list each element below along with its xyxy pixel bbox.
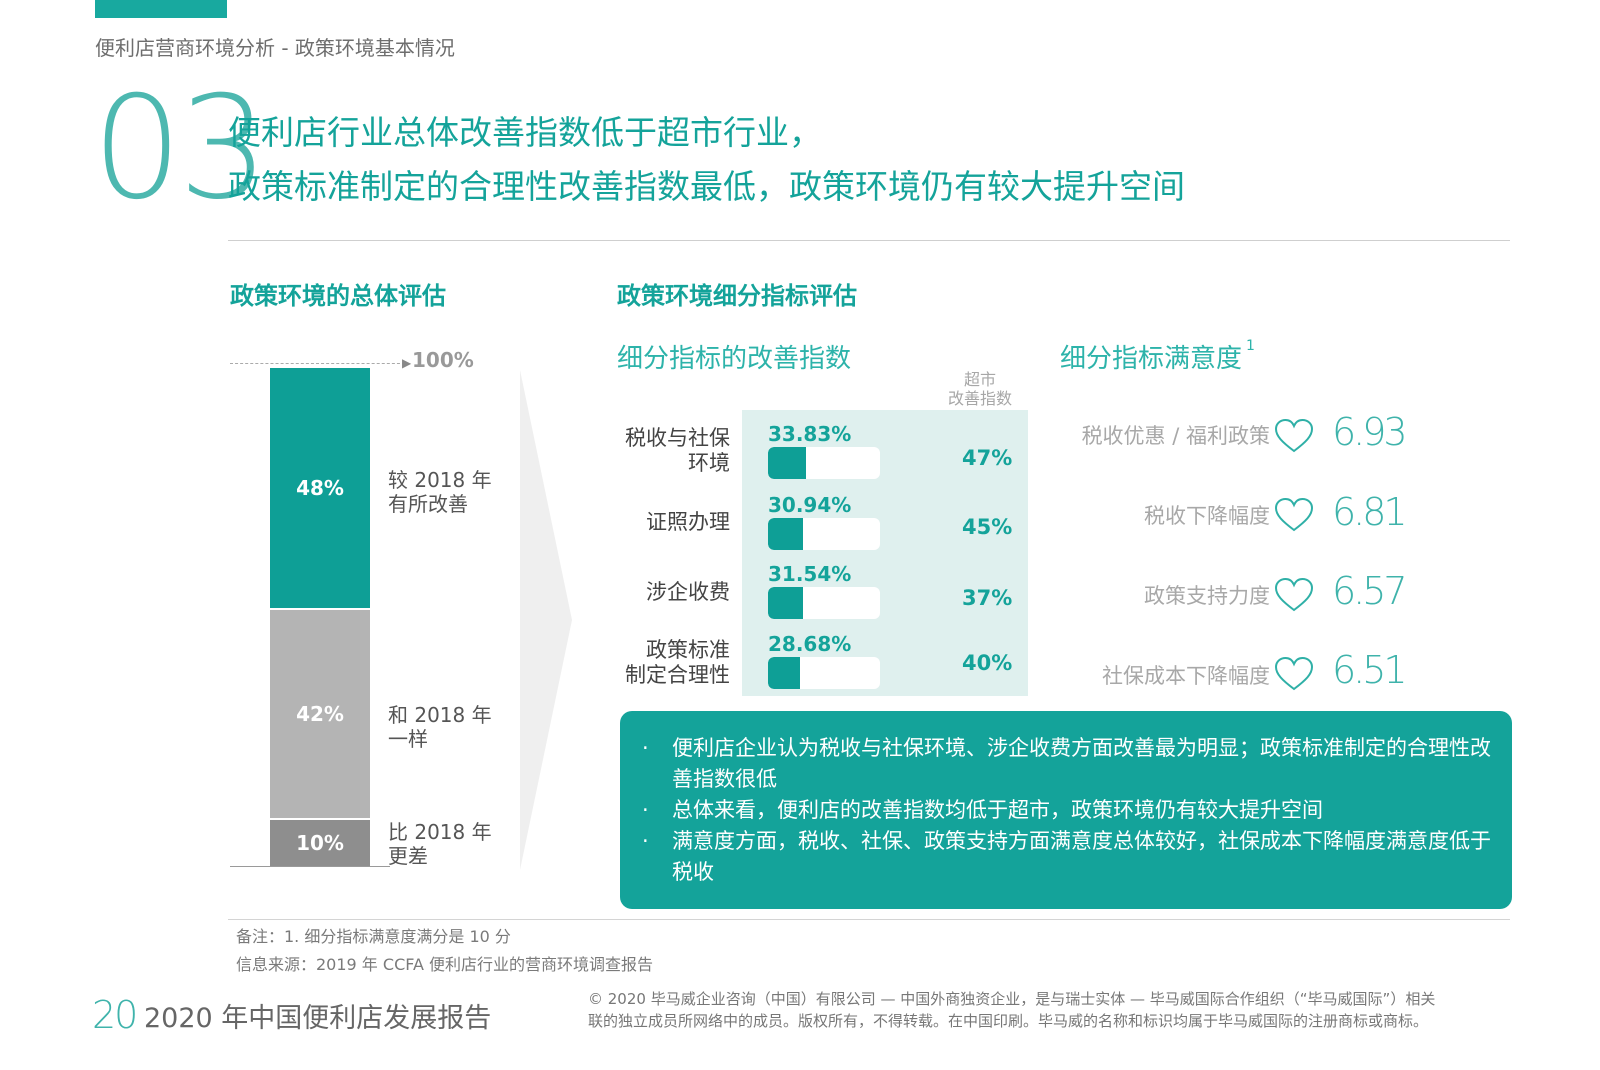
header-line: 超市 [964,370,997,389]
top-accent-bar [95,0,227,18]
header-line: 改善指数 [948,389,1013,408]
improvement-value-label: 28.68% [768,632,852,656]
satisfaction-score: 6.57 [1332,569,1408,613]
segment-label-same: 和 2018 年 一样 [388,703,492,751]
summary-box [620,711,1512,909]
segment-label-line: 有所改善 [388,492,468,516]
segment-value: 42% [296,702,344,726]
supermarket-index-header: 超市 改善指数 [948,370,1012,408]
supermarket-value: 37% [962,586,1013,610]
summary-text: 满意度方面，税收、社保、政策支持方面满意度总体较好，社保成本下降幅度满意度低于税… [672,829,1491,884]
summary-item: · 满意度方面，税收、社保、政策支持方面满意度总体较好，社保成本下降幅度满意度低于… [636,826,1498,888]
improvement-bar-fill [768,587,804,619]
arrow-right-icon: ▶ [402,356,412,370]
improvement-bar-fill [768,447,806,479]
indicator-label-fees: 涉企收费 [646,580,730,605]
improvement-bar-track [768,447,880,479]
summary-item: · 总体来看，便利店的改善指数均低于超市，政策环境仍有较大提升空间 [636,795,1498,826]
improvement-index-subtitle: 细分指标的改善指数 [617,344,852,374]
bar-baseline [230,866,390,867]
bar-segment-same: 42% [270,610,370,818]
improvement-value-label: 30.94% [768,493,852,517]
detail-assessment-title: 政策环境细分指标评估 [617,282,857,310]
copyright-line: © 2020 毕马威企业咨询（中国）有限公司 — 中国外商独资企业，是与瑞士实体… [588,990,1436,1008]
improvement-value-label: 31.54% [768,562,852,586]
improvement-value-label: 33.83% [768,422,852,446]
improvement-bar-track [768,657,880,689]
label-line: 政策标准 [646,638,730,662]
segment-label-improved: 较 2018 年 有所改善 [388,468,492,516]
label-line: 环境 [688,451,730,475]
supermarket-value: 45% [962,515,1013,539]
bar-segment-improved: 48% [270,368,370,608]
hundred-percent-guide-line [230,363,405,364]
satisfaction-label: 社保成本下降幅度 [1102,664,1270,688]
chevron-divider-icon [520,370,572,870]
overall-assessment-title: 政策环境的总体评估 [230,282,446,310]
improvement-bar-fill [768,518,803,550]
satisfaction-subtitle-text: 细分指标满意度 [1060,344,1243,374]
satisfaction-label: 税收下降幅度 [1144,504,1270,528]
supermarket-value: 47% [962,446,1013,470]
satisfaction-score: 6.51 [1332,648,1408,692]
label-line: 税收与社保 [625,426,730,450]
satisfaction-subtitle: 细分指标满意度 1 [1060,338,1255,375]
segment-label-line: 较 2018 年 [388,468,492,492]
heart-icon [1274,577,1314,612]
headline-line-1: 便利店行业总体改善指数低于超市行业， [228,113,822,152]
indicator-label-licensing: 证照办理 [646,510,730,535]
segment-label-line: 一样 [388,727,428,751]
breadcrumb: 便利店营商环境分析 - 政策环境基本情况 [95,36,455,60]
summary-text: 便利店企业认为税收与社保环境、涉企收费方面改善最为明显；政策标准制定的合理性改善… [672,736,1491,791]
supermarket-value: 40% [962,651,1013,675]
improvement-bar-fill [768,657,801,689]
bullet-icon: · [642,829,649,853]
label-line: 制定合理性 [625,663,730,687]
section-number: 03 [92,66,269,231]
heart-icon [1274,497,1314,532]
label-line: 涉企收费 [646,580,730,604]
segment-value: 10% [296,831,344,855]
summary-text: 总体来看，便利店的改善指数均低于超市，政策环境仍有较大提升空间 [672,798,1323,822]
improvement-bar-track [768,587,880,619]
heart-icon [1274,418,1314,453]
heart-icon [1274,656,1314,691]
source-note: 信息来源：2019 年 CCFA 便利店行业的营商环境调查报告 [236,955,654,974]
segment-value: 48% [296,476,344,500]
copyright-line: 联的独立成员所网络中的成员。版权所有，不得转载。在中国印刷。毕马威的名称和标识均… [588,1012,1429,1030]
bar-segment-worse: 10% [270,820,370,866]
indicator-label-policy-standards: 政策标准 制定合理性 [625,638,730,688]
satisfaction-label: 税收优惠 / 福利政策 [1081,424,1270,448]
page-number: 20 [92,993,138,1037]
improvement-bar-track [768,518,880,550]
satisfaction-score: 6.81 [1332,490,1408,534]
hundred-percent-label: 100% [412,348,474,372]
segment-label-worse: 比 2018 年 更差 [388,820,492,868]
bullet-icon: · [642,798,649,822]
satisfaction-score: 6.93 [1332,410,1408,454]
notes-divider [228,919,1510,920]
indicator-label-tax-social-security: 税收与社保 环境 [625,426,730,476]
segment-label-line: 更差 [388,844,428,868]
segment-label-line: 比 2018 年 [388,820,492,844]
header-divider [228,240,1510,241]
footnote: 备注：1. 细分指标满意度满分是 10 分 [236,927,511,946]
summary-list: · 便利店企业认为税收与社保环境、涉企收费方面改善最为明显；政策标准制定的合理性改… [636,733,1498,888]
bullet-icon: · [642,736,649,760]
footnote-mark: 1 [1246,338,1255,354]
label-line: 证照办理 [646,510,730,534]
satisfaction-label: 政策支持力度 [1144,584,1270,608]
summary-item: · 便利店企业认为税收与社保环境、涉企收费方面改善最为明显；政策标准制定的合理性改… [636,733,1498,795]
segment-label-line: 和 2018 年 [388,703,492,727]
headline-line-2: 政策标准制定的合理性改善指数最低，政策环境仍有较大提升空间 [228,167,1185,206]
report-title: 2020 年中国便利店发展报告 [144,1003,492,1034]
